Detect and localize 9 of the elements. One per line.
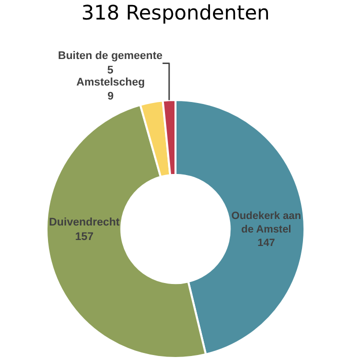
data-label: 147	[257, 237, 276, 250]
slice-label: Buiten de gemeente	[58, 50, 163, 62]
chart-title: 318 Respondenten	[81, 0, 270, 24]
slice-label: Duivendrecht	[49, 216, 120, 229]
data-label: 9	[108, 90, 114, 103]
data-label: 5	[107, 64, 114, 76]
slice-label: Amstelscheg	[76, 76, 145, 88]
slice-label: Oudekerk aan de Amstel	[231, 210, 302, 236]
data-label: 157	[75, 230, 94, 243]
